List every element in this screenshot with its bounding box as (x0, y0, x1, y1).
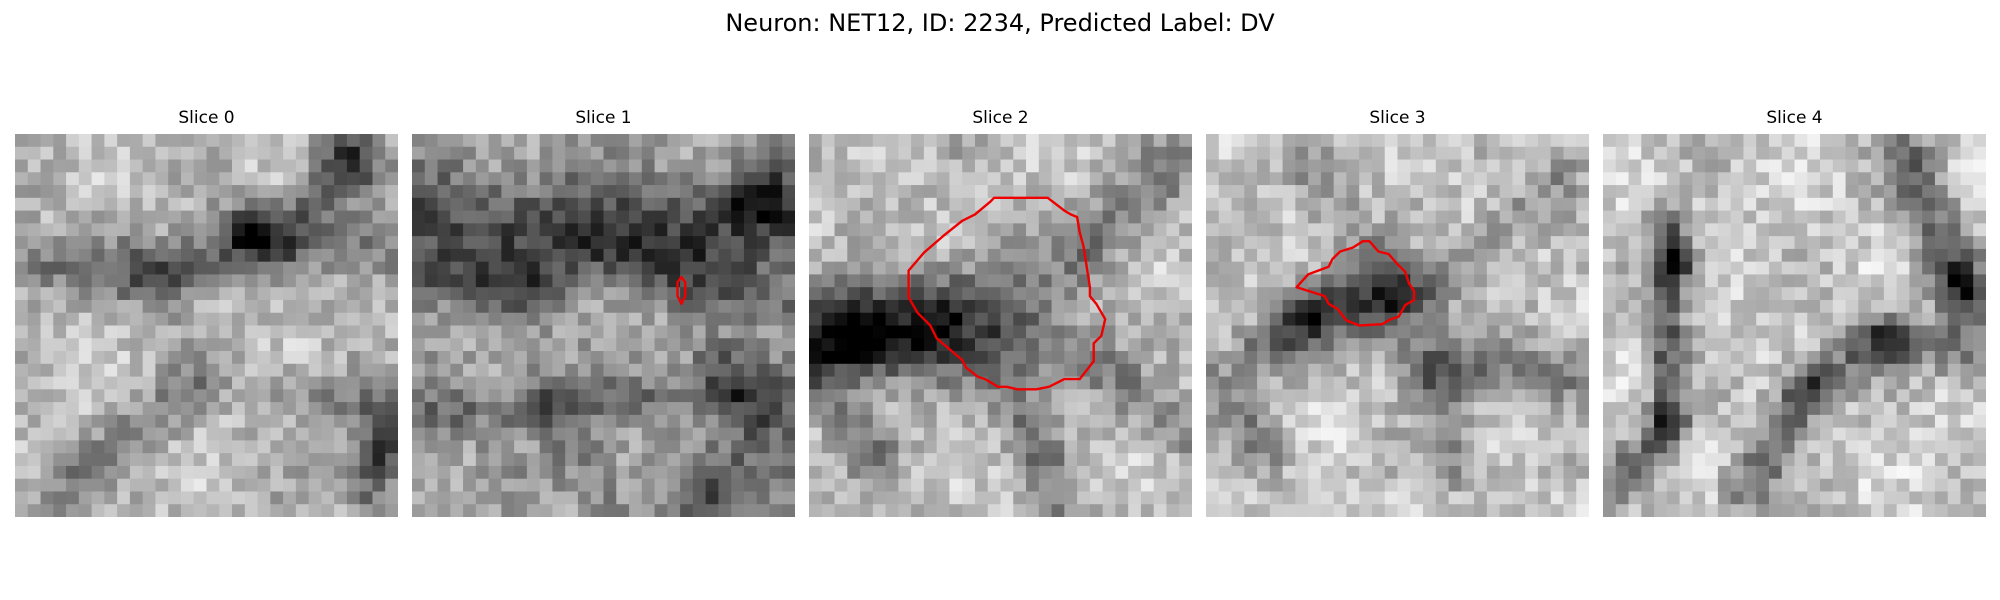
segmentation-contour-3 (1295, 239, 1416, 327)
slice-title-3: Slice 3 (1369, 108, 1426, 128)
slice-image-2 (809, 134, 1192, 517)
slice-title-1: Slice 1 (575, 108, 632, 128)
slice-image-1 (412, 134, 795, 517)
slice-title-0: Slice 0 (178, 108, 235, 128)
segmentation-contour-1 (676, 275, 687, 306)
slice-title-2: Slice 2 (972, 108, 1029, 128)
slice-image-0 (15, 134, 398, 517)
slice-image-3 (1206, 134, 1589, 517)
figure-title: Neuron: NET12, ID: 2234, Predicted Label… (725, 9, 1275, 37)
segmentation-contour-2 (907, 196, 1107, 391)
slice-title-4: Slice 4 (1766, 108, 1823, 128)
slice-image-4 (1603, 134, 1986, 517)
